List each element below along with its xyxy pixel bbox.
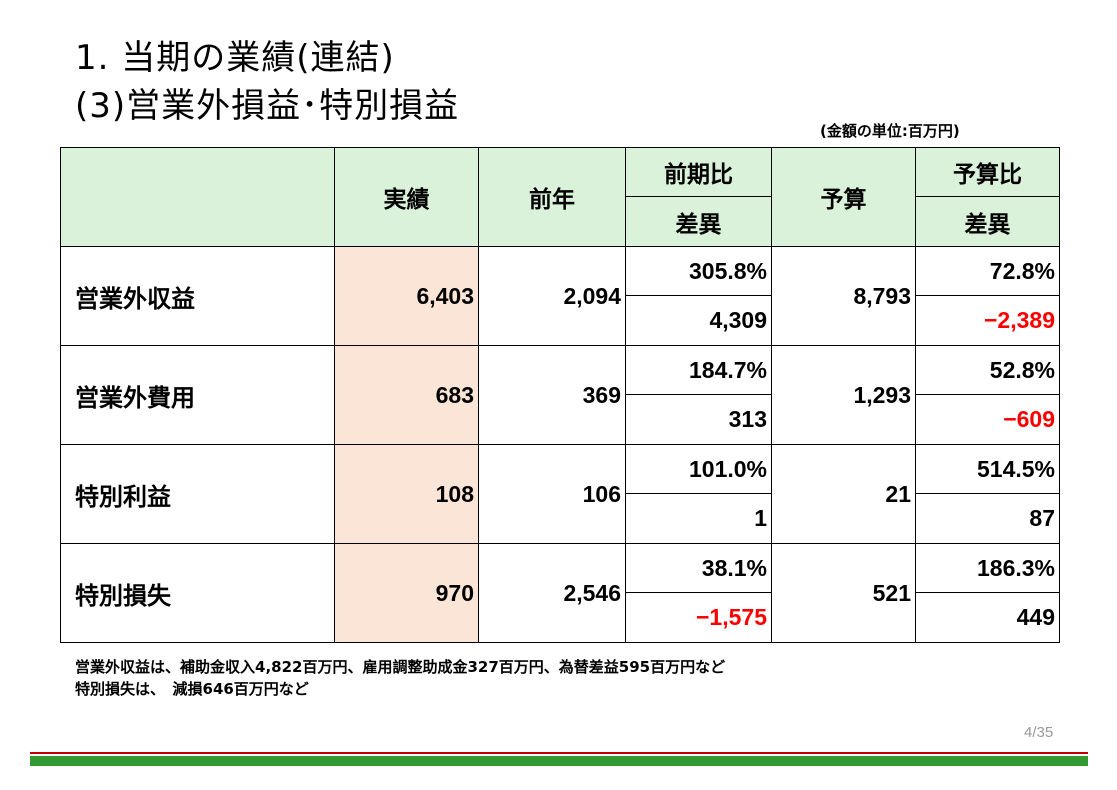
row-label: 営業外費用 [60,345,335,445]
cell-actual: 683 [334,345,479,445]
header-vs-prev: 前期比 [625,147,772,197]
row-label: 特別利益 [60,444,335,544]
footer-green-bar [30,756,1088,766]
cell-budget: 21 [771,444,916,544]
footnote-extraordinary-loss: 特別損失は、 減損646百万円など [75,680,309,698]
page-number: 4/35 [1024,724,1054,741]
header-vs-prev-diff: 差異 [625,196,772,247]
cell-vs-budget-pct: 514.5% [915,444,1060,494]
cell-vs-prev-diff: 4,309 [625,295,772,346]
header-blank-cell [60,147,335,247]
header-vs-budget-diff: 差異 [915,196,1060,247]
table-row: 営業外費用 683 369 184.7% 1,293 52.8% [60,345,1060,445]
cell-vs-budget-diff: −2,389 [915,295,1060,346]
cell-actual: 108 [334,444,479,544]
header-actual: 実績 [334,147,479,247]
unit-note: (金額の単位:百万円) [820,122,960,140]
header-vs-budget: 予算比 [915,147,1060,197]
cell-budget: 8,793 [771,246,916,346]
cell-vs-prev-pct: 184.7% [625,345,772,395]
cell-actual: 6,403 [334,246,479,346]
cell-vs-prev-diff: 313 [625,394,772,445]
cell-vs-prev-pct: 101.0% [625,444,772,494]
row-label: 特別損失 [60,543,335,643]
cell-vs-budget-diff: 87 [915,493,1060,544]
footnote-non-operating-income: 営業外収益は、補助金収入4,822百万円、雇用調整助成金327百万円、為替差益5… [75,658,726,676]
cell-prev: 369 [478,345,626,445]
header-budget: 予算 [771,147,916,247]
header-prev-year: 前年 [478,147,626,247]
cell-vs-prev-diff: −1,575 [625,592,772,643]
cell-vs-prev-pct: 38.1% [625,543,772,593]
cell-vs-budget-diff: 449 [915,592,1060,643]
footer-red-rule [30,752,1088,754]
financial-table: 実績 前年 前期比 予算 予算比 差異 差異 営業外収益 6,403 2,094… [60,147,1060,643]
cell-vs-prev-pct: 305.8% [625,246,772,296]
table-row: 営業外収益 6,403 2,094 305.8% 8,793 72.8% [60,246,1060,346]
slide-title-line2: (3)営業外損益･特別損益 [75,86,460,126]
cell-prev: 106 [478,444,626,544]
table-row: 特別損失 970 2,546 38.1% 521 186.3% [60,543,1060,643]
cell-vs-budget-pct: 52.8% [915,345,1060,395]
table-row: 特別利益 108 106 101.0% 21 514.5% [60,444,1060,544]
footnotes: 営業外収益は、補助金収入4,822百万円、雇用調整助成金327百万円、為替差益5… [75,656,725,700]
cell-vs-budget-pct: 72.8% [915,246,1060,296]
cell-vs-budget-pct: 186.3% [915,543,1060,593]
cell-budget: 1,293 [771,345,916,445]
cell-vs-prev-diff: 1 [625,493,772,544]
cell-budget: 521 [771,543,916,643]
cell-prev: 2,094 [478,246,626,346]
cell-prev: 2,546 [478,543,626,643]
slide-title-line1: 1. 当期の業績(連結) [75,38,395,78]
cell-actual: 970 [334,543,479,643]
cell-vs-budget-diff: −609 [915,394,1060,445]
row-label: 営業外収益 [60,246,335,346]
